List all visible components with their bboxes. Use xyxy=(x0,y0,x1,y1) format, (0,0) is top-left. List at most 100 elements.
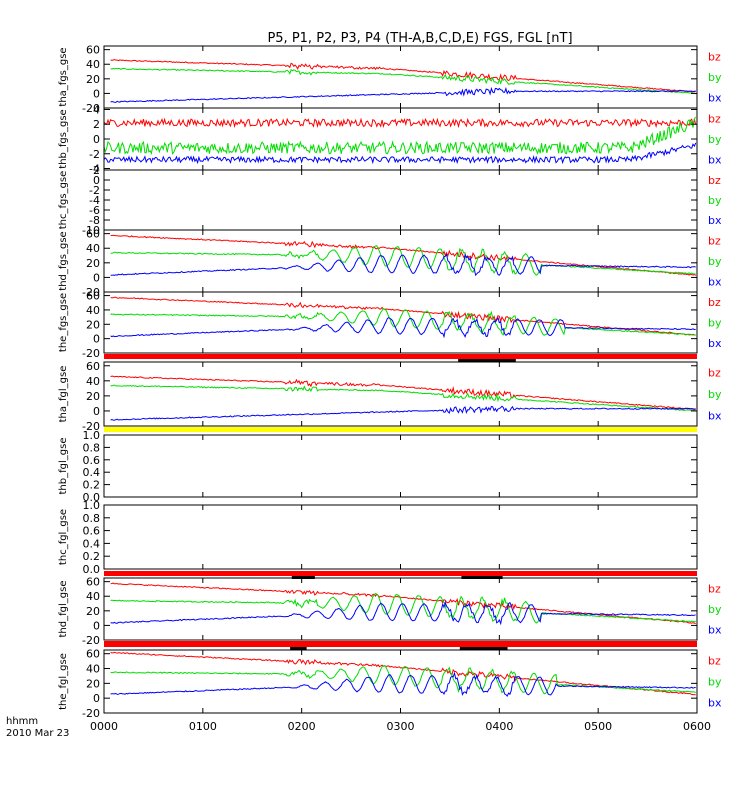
y-tick-label: 0.0 xyxy=(83,563,101,576)
panel-frame xyxy=(103,169,698,231)
y-tick-label: -20 xyxy=(82,347,100,360)
y-tick-label: 20 xyxy=(86,605,100,618)
legend-bz: bz xyxy=(708,50,721,63)
series-bx-line xyxy=(110,600,696,626)
y-tick-label: 40 xyxy=(86,242,100,255)
y-tick-label: -4 xyxy=(89,163,100,176)
panel-frame xyxy=(103,361,698,427)
series-bz-line xyxy=(110,582,696,625)
y-tick-label: -20 xyxy=(82,420,100,433)
y-axis-label: the_fgl_gse xyxy=(58,653,69,710)
x-tick-label: 0000 xyxy=(90,720,118,733)
series-by-line xyxy=(110,67,696,95)
y-tick-label: 0 xyxy=(93,405,100,418)
legend-bx: bx xyxy=(708,92,722,105)
series-bx-line xyxy=(110,316,696,339)
x-tick-label: 0200 xyxy=(288,720,316,733)
y-tick-label: 0 xyxy=(93,692,100,705)
mode-bar-red xyxy=(104,354,697,359)
y-tick-label: 20 xyxy=(86,677,100,690)
series-by-line xyxy=(103,116,697,155)
y-tick-label: 0 xyxy=(93,619,100,632)
y-tick-label: -8 xyxy=(89,214,100,227)
series-bz-line xyxy=(110,296,696,336)
y-tick-label: 0.4 xyxy=(83,537,101,550)
legend-bx: bx xyxy=(708,337,722,350)
mode-bar-segment xyxy=(291,576,315,579)
mode-bar-yellow xyxy=(104,427,697,432)
mode-bar-segment xyxy=(459,647,508,650)
y-axis-label: thc_fgl_gse xyxy=(58,509,69,565)
mode-bar-segment xyxy=(290,647,307,650)
x-tick-label: 0100 xyxy=(189,720,217,733)
y-tick-label: 0.8 xyxy=(83,441,101,454)
y-tick-label: 0.4 xyxy=(83,466,101,479)
x-tick-label: 0300 xyxy=(387,720,415,733)
y-axis-label: tha_fgl_gse xyxy=(58,366,69,423)
y-tick-label: 60 xyxy=(86,44,100,57)
y-tick-label: 40 xyxy=(86,590,100,603)
y-tick-label: 60 xyxy=(86,576,100,589)
mode-bar-segment xyxy=(458,359,516,362)
y-tick-label: 20 xyxy=(86,390,100,403)
y-tick-label: 0.2 xyxy=(83,550,101,563)
legend-by: by xyxy=(708,133,722,146)
date-label: 2010 Mar 23 xyxy=(6,728,69,739)
y-axis-label: thc_fgs_gse xyxy=(58,171,69,230)
y-tick-label: 2 xyxy=(93,164,100,177)
y-tick-label: 20 xyxy=(86,318,100,331)
series-bx-line xyxy=(110,86,696,103)
series-by-line xyxy=(110,384,696,412)
y-tick-label: 0.0 xyxy=(83,491,101,504)
series-bz-line xyxy=(110,375,696,411)
legend-bx: bx xyxy=(708,409,722,422)
legend-by: by xyxy=(708,317,722,330)
y-tick-label: 0 xyxy=(93,133,100,146)
y-tick-label: 60 xyxy=(86,290,100,303)
y-tick-label: 40 xyxy=(86,304,100,317)
plot-title: P5, P1, P2, P3, P4 (TH-A,B,C,D,E) FGS, F… xyxy=(267,31,572,46)
y-axis-label: thb_fgs_gse xyxy=(58,109,69,168)
series-by-line xyxy=(110,245,696,276)
y-tick-label: 0.8 xyxy=(83,512,101,525)
panel-tha_fgl_gse: -20 0 20 40 60 tha_fgl_gse bz by bx xyxy=(58,360,722,433)
y-tick-label: 0 xyxy=(93,87,100,100)
legend-by: by xyxy=(708,71,722,84)
panel-frame xyxy=(103,504,698,570)
y-axis-label: thd_fgl_gse xyxy=(58,581,69,638)
y-tick-label: 0.6 xyxy=(83,525,101,538)
legend-bx: bx xyxy=(708,214,722,227)
mode-bar-red xyxy=(104,641,697,647)
panel-frame xyxy=(103,434,698,498)
panel-thb_fgl_gse: 0.00.20.40.60.81.0 thb_fgl_gse xyxy=(58,429,698,504)
series-by-line xyxy=(110,592,696,624)
legend-by: by xyxy=(708,603,722,616)
y-tick-label: 40 xyxy=(86,663,100,676)
legend-bz: bz xyxy=(708,112,721,125)
y-tick-label: 2 xyxy=(93,118,100,131)
y-tick-label: 60 xyxy=(86,360,100,373)
y-axis-label: the_fgs_gse xyxy=(58,293,69,352)
series-bx-line xyxy=(103,142,697,165)
legend-by: by xyxy=(708,255,722,268)
y-tick-label: 40 xyxy=(86,375,100,388)
mode-bar-red xyxy=(104,571,697,576)
mode-bar-segment xyxy=(461,576,503,579)
legend-bx: bx xyxy=(708,154,722,167)
y-tick-label: -20 xyxy=(82,286,100,299)
legend-bz: bz xyxy=(708,655,721,668)
y-tick-label: 0 xyxy=(93,333,100,346)
y-tick-label: 1.0 xyxy=(83,499,101,512)
legend-bz: bz xyxy=(708,174,721,187)
series-bz-line xyxy=(103,117,697,129)
y-tick-label: 0 xyxy=(93,174,100,187)
y-tick-label: 0.2 xyxy=(83,479,101,492)
series-bx-line xyxy=(110,671,696,698)
x-tick-label: 0600 xyxy=(683,720,711,733)
series-bz-line xyxy=(110,59,696,93)
y-axis-label: tha_fgs_gse xyxy=(58,47,69,106)
